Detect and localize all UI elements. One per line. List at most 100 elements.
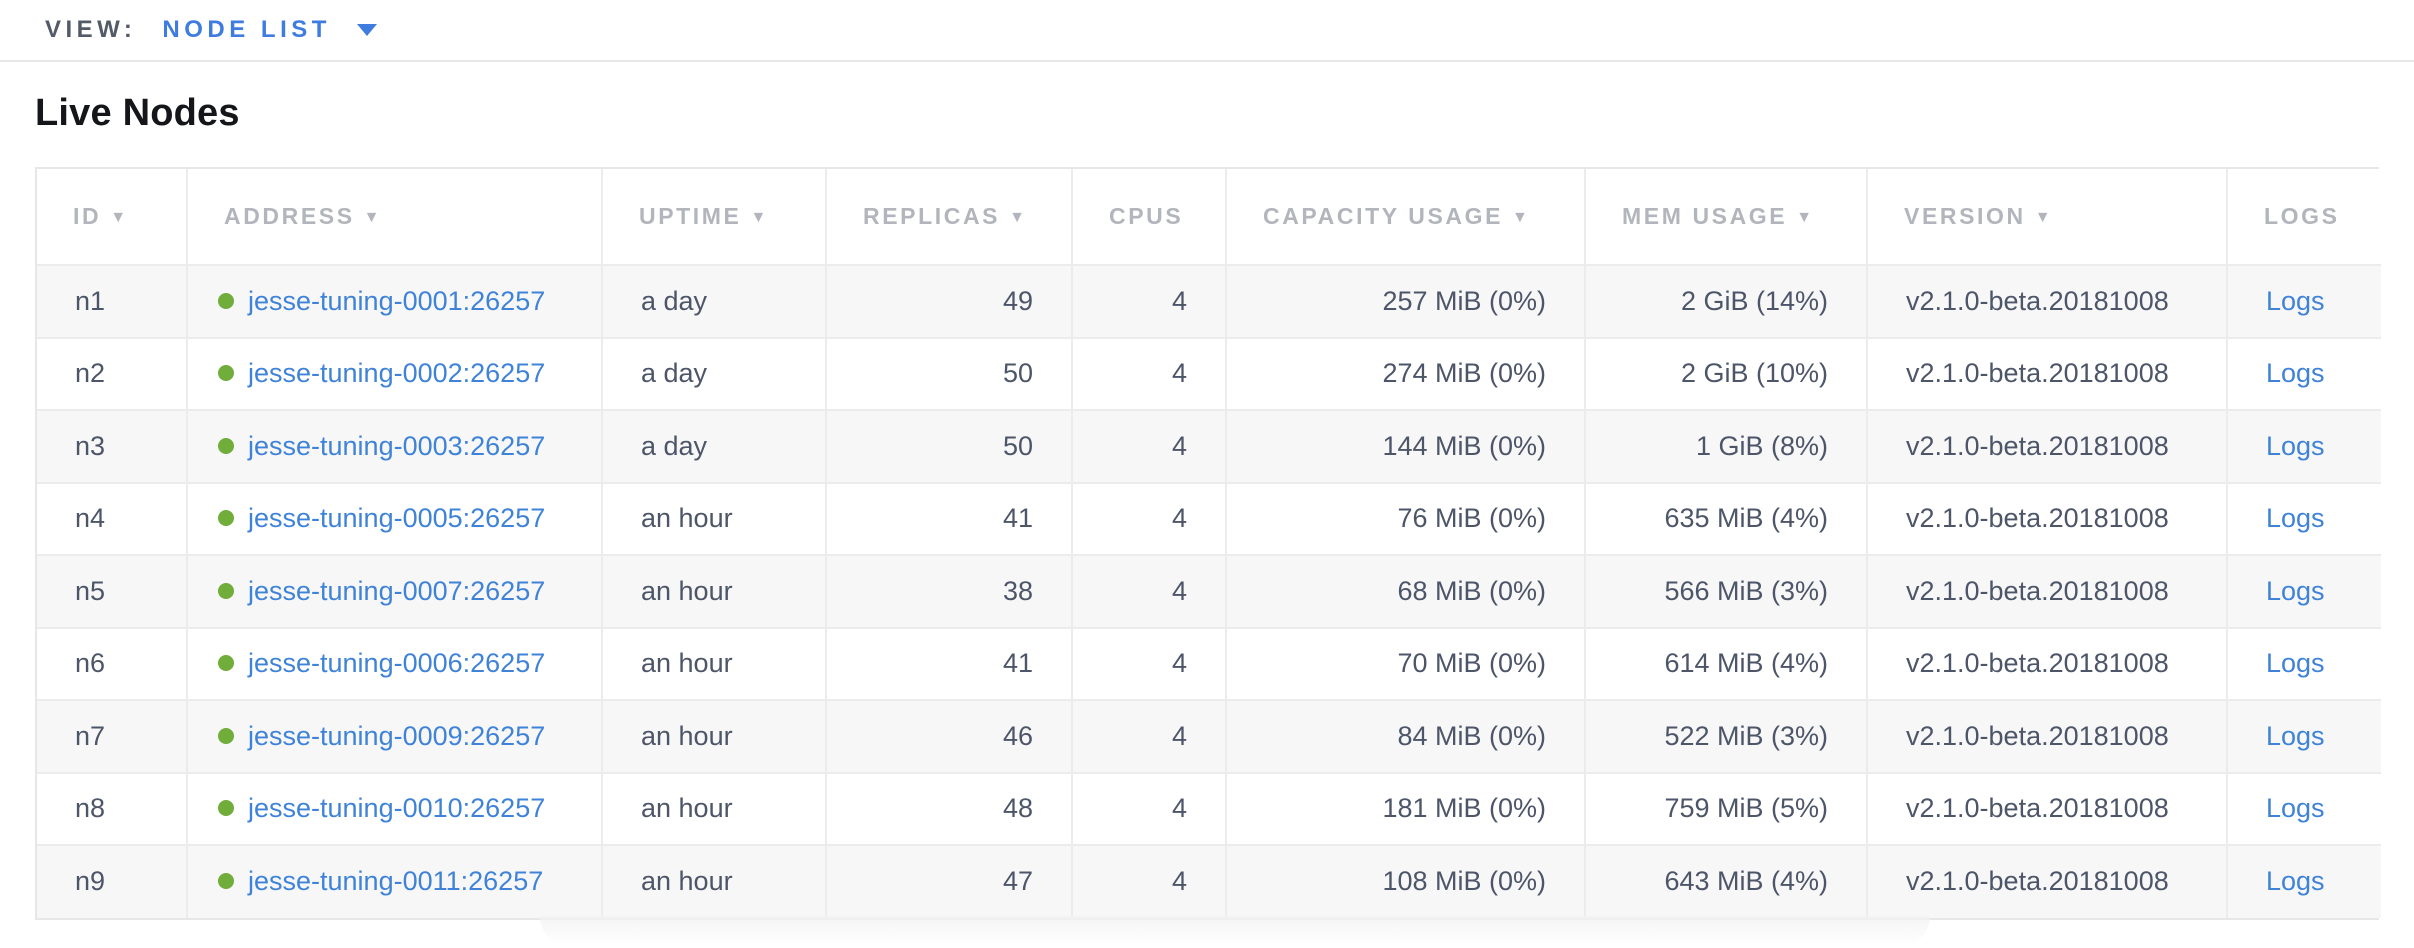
table-row: n7 jesse-tuning-0009:26257 an hour 46 4 …: [37, 699, 2381, 773]
replicas-cell: 46: [825, 699, 1072, 773]
logs-cell: Logs: [2226, 626, 2381, 700]
logs-cell: Logs: [2226, 699, 2381, 773]
logs-cell: Logs: [2226, 264, 2381, 338]
node-address-link[interactable]: jesse-tuning-0003:26257: [248, 430, 546, 461]
column-header-capacity-usage[interactable]: CAPACITY USAGE ▼: [1225, 169, 1585, 265]
node-id-cell: n7: [37, 699, 187, 773]
cpus-cell: 4: [1071, 264, 1226, 338]
uptime-cell: a day: [601, 336, 826, 410]
page-bottom-shadow: [540, 916, 1930, 946]
node-id-cell: n1: [37, 264, 187, 338]
node-id-cell: n5: [37, 554, 187, 628]
node-live-status-icon: [218, 510, 234, 527]
table-row: n5 jesse-tuning-0007:26257 an hour 38 4 …: [37, 554, 2381, 628]
capacity-usage-cell: 257 MiB (0%): [1225, 264, 1585, 338]
node-address-link[interactable]: jesse-tuning-0007:26257: [248, 575, 546, 606]
mem-usage-cell: 643 MiB (4%): [1584, 844, 1867, 918]
version-cell: v2.1.0-beta.20181008: [1866, 264, 2227, 338]
node-address-link[interactable]: jesse-tuning-0010:26257: [248, 793, 546, 824]
node-address-link[interactable]: jesse-tuning-0001:26257: [248, 285, 546, 316]
node-address-cell: jesse-tuning-0002:26257: [186, 336, 602, 410]
node-live-status-icon: [218, 655, 234, 672]
mem-usage-cell: 614 MiB (4%): [1584, 626, 1867, 700]
node-address-cell: jesse-tuning-0005:26257: [186, 481, 602, 555]
logs-cell: Logs: [2226, 481, 2381, 555]
sort-desc-icon: ▼: [363, 209, 383, 226]
table-row: n4 jesse-tuning-0005:26257 an hour 41 4 …: [37, 481, 2381, 555]
view-selector-bar: VIEW: NODE LIST: [0, 0, 2414, 62]
version-cell: v2.1.0-beta.20181008: [1866, 844, 2227, 918]
node-live-status-icon: [218, 727, 234, 744]
capacity-usage-cell: 181 MiB (0%): [1225, 771, 1585, 845]
column-header-cpus[interactable]: CPUS: [1071, 169, 1226, 265]
logs-link[interactable]: Logs: [2266, 285, 2325, 316]
replicas-cell: 38: [825, 554, 1072, 628]
logs-link[interactable]: Logs: [2266, 793, 2325, 824]
logs-cell: Logs: [2226, 844, 2381, 918]
node-address-cell: jesse-tuning-0007:26257: [186, 554, 602, 628]
chevron-down-icon: [356, 24, 377, 36]
node-id-cell: n9: [37, 844, 187, 918]
replicas-cell: 50: [825, 409, 1072, 483]
node-address-cell: jesse-tuning-0010:26257: [186, 771, 602, 845]
column-header-address[interactable]: ADDRESS ▼: [186, 169, 602, 265]
view-dropdown-value: NODE LIST: [162, 16, 331, 43]
node-address-cell: jesse-tuning-0003:26257: [186, 409, 602, 483]
sort-desc-icon: ▼: [1009, 209, 1028, 226]
version-cell: v2.1.0-beta.20181008: [1866, 336, 2227, 410]
node-address-link[interactable]: jesse-tuning-0002:26257: [248, 358, 546, 389]
node-address-link[interactable]: jesse-tuning-0006:26257: [248, 648, 546, 679]
replicas-cell: 41: [825, 626, 1072, 700]
logs-link[interactable]: Logs: [2266, 503, 2325, 534]
node-address-link[interactable]: jesse-tuning-0009:26257: [248, 720, 546, 751]
node-live-status-icon: [218, 292, 234, 309]
column-header-uptime[interactable]: UPTIME ▼: [601, 169, 826, 265]
logs-link[interactable]: Logs: [2266, 575, 2325, 606]
view-dropdown[interactable]: NODE LIST: [162, 16, 377, 44]
node-live-status-icon: [218, 365, 234, 382]
column-header-id[interactable]: ID ▼: [37, 169, 187, 265]
node-live-status-icon: [218, 800, 234, 817]
uptime-cell: an hour: [601, 481, 826, 555]
sort-desc-icon: ▼: [1796, 209, 1815, 226]
logs-cell: Logs: [2226, 771, 2381, 845]
node-address-link[interactable]: jesse-tuning-0005:26257: [248, 503, 546, 534]
column-header-logs: LOGS: [2226, 169, 2381, 265]
mem-usage-cell: 1 GiB (8%): [1584, 409, 1867, 483]
node-live-status-icon: [218, 582, 234, 599]
logs-link[interactable]: Logs: [2266, 358, 2325, 389]
node-address-link[interactable]: jesse-tuning-0011:26257: [248, 866, 544, 897]
capacity-usage-cell: 84 MiB (0%): [1225, 699, 1585, 773]
capacity-usage-cell: 70 MiB (0%): [1225, 626, 1585, 700]
logs-link[interactable]: Logs: [2266, 720, 2325, 751]
table-row: n8 jesse-tuning-0010:26257 an hour 48 4 …: [37, 771, 2381, 845]
uptime-cell: an hour: [601, 844, 826, 918]
node-live-status-icon: [218, 873, 234, 890]
column-header-version[interactable]: VERSION ▼: [1866, 169, 2227, 265]
version-cell: v2.1.0-beta.20181008: [1866, 626, 2227, 700]
version-cell: v2.1.0-beta.20181008: [1866, 699, 2227, 773]
logs-link[interactable]: Logs: [2266, 648, 2325, 679]
replicas-cell: 41: [825, 481, 1072, 555]
cpus-cell: 4: [1071, 554, 1226, 628]
uptime-cell: an hour: [601, 626, 826, 700]
column-header-replicas[interactable]: REPLICAS ▼: [825, 169, 1072, 265]
sort-desc-icon: ▼: [750, 209, 769, 226]
capacity-usage-cell: 108 MiB (0%): [1225, 844, 1585, 918]
page-title: Live Nodes: [35, 92, 240, 134]
view-label: VIEW:: [45, 16, 137, 43]
table-row: n9 jesse-tuning-0011:26257 an hour 47 4 …: [37, 844, 2381, 918]
uptime-cell: a day: [601, 409, 826, 483]
uptime-cell: an hour: [601, 699, 826, 773]
replicas-cell: 47: [825, 844, 1072, 918]
node-address-cell: jesse-tuning-0001:26257: [186, 264, 602, 338]
logs-link[interactable]: Logs: [2266, 866, 2325, 897]
logs-cell: Logs: [2226, 336, 2381, 410]
mem-usage-cell: 635 MiB (4%): [1584, 481, 1867, 555]
cpus-cell: 4: [1071, 626, 1226, 700]
mem-usage-cell: 759 MiB (5%): [1584, 771, 1867, 845]
node-id-cell: n8: [37, 771, 187, 845]
replicas-cell: 50: [825, 336, 1072, 410]
column-header-mem-usage[interactable]: MEM USAGE ▼: [1584, 169, 1867, 265]
logs-link[interactable]: Logs: [2266, 430, 2325, 461]
